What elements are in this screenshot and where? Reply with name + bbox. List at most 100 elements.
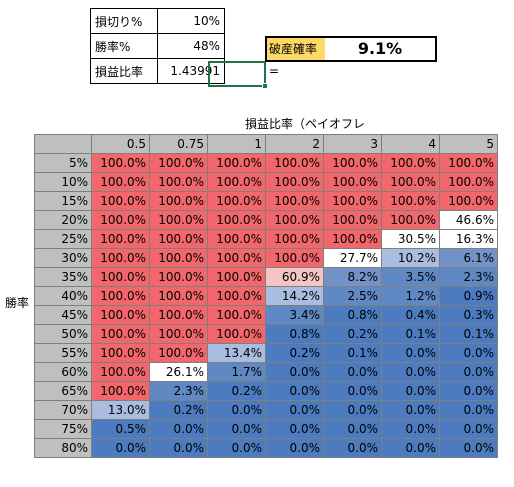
matrix-cell[interactable]: 0.0% [381, 381, 440, 401]
matrix-cell[interactable]: 100.0% [207, 248, 266, 268]
row-header[interactable]: 20% [34, 210, 92, 230]
matrix-cell[interactable]: 100.0% [265, 210, 324, 230]
column-header[interactable]: 3 [323, 134, 382, 154]
matrix-cell[interactable]: 0.1% [439, 324, 498, 344]
matrix-cell[interactable]: 100.0% [439, 153, 498, 173]
column-header[interactable]: 4 [381, 134, 440, 154]
row-header[interactable]: 55% [34, 343, 92, 363]
matrix-cell[interactable]: 2.3% [439, 267, 498, 287]
win-rate-label[interactable]: 勝率% [90, 33, 158, 59]
matrix-cell[interactable]: 100.0% [91, 305, 150, 325]
matrix-cell[interactable]: 0.0% [381, 438, 440, 458]
matrix-cell[interactable]: 60.9% [265, 267, 324, 287]
matrix-corner-cell[interactable] [34, 134, 92, 154]
row-header[interactable]: 70% [34, 400, 92, 420]
matrix-cell[interactable]: 30.5% [381, 229, 440, 249]
matrix-cell[interactable]: 100.0% [149, 153, 208, 173]
column-header[interactable]: 1 [207, 134, 266, 154]
row-header[interactable]: 50% [34, 324, 92, 344]
matrix-cell[interactable]: 100.0% [207, 286, 266, 306]
matrix-cell[interactable]: 0.0% [265, 362, 324, 382]
matrix-cell[interactable]: 100.0% [91, 362, 150, 382]
matrix-cell[interactable]: 13.4% [207, 343, 266, 363]
matrix-cell[interactable]: 100.0% [91, 381, 150, 401]
matrix-cell[interactable]: 100.0% [149, 324, 208, 344]
matrix-cell[interactable]: 0.0% [381, 419, 440, 439]
matrix-cell[interactable]: 100.0% [439, 191, 498, 211]
matrix-cell[interactable]: 0.1% [381, 324, 440, 344]
matrix-cell[interactable]: 46.6% [439, 210, 498, 230]
matrix-cell[interactable]: 100.0% [323, 191, 382, 211]
matrix-cell[interactable]: 100.0% [149, 248, 208, 268]
matrix-cell[interactable]: 13.0% [91, 400, 150, 420]
matrix-cell[interactable]: 0.0% [439, 343, 498, 363]
matrix-cell[interactable]: 0.9% [439, 286, 498, 306]
matrix-cell[interactable]: 8.2% [323, 267, 382, 287]
matrix-cell[interactable]: 100.0% [207, 229, 266, 249]
matrix-cell[interactable]: 6.1% [439, 248, 498, 268]
matrix-cell[interactable]: 0.0% [439, 381, 498, 401]
matrix-cell[interactable]: 0.8% [323, 305, 382, 325]
matrix-cell[interactable]: 100.0% [149, 343, 208, 363]
matrix-cell[interactable]: 0.0% [91, 438, 150, 458]
matrix-cell[interactable]: 27.7% [323, 248, 382, 268]
matrix-cell[interactable]: 1.7% [207, 362, 266, 382]
column-header[interactable]: 0.75 [149, 134, 208, 154]
matrix-cell[interactable]: 0.2% [149, 400, 208, 420]
matrix-cell[interactable]: 100.0% [381, 172, 440, 192]
column-header[interactable]: 2 [265, 134, 324, 154]
column-header[interactable]: 5 [439, 134, 498, 154]
row-header[interactable]: 30% [34, 248, 92, 268]
matrix-cell[interactable]: 26.1% [149, 362, 208, 382]
matrix-cell[interactable]: 100.0% [265, 172, 324, 192]
row-header[interactable]: 65% [34, 381, 92, 401]
column-header[interactable]: 0.5 [91, 134, 150, 154]
matrix-cell[interactable]: 0.0% [381, 343, 440, 363]
matrix-cell[interactable]: 100.0% [207, 324, 266, 344]
stop-loss-label[interactable]: 損切り% [90, 8, 158, 34]
matrix-cell[interactable]: 16.3% [439, 229, 498, 249]
matrix-cell[interactable]: 100.0% [323, 153, 382, 173]
matrix-cell[interactable]: 0.0% [323, 400, 382, 420]
matrix-cell[interactable]: 0.0% [149, 438, 208, 458]
row-header[interactable]: 75% [34, 419, 92, 439]
matrix-cell[interactable]: 0.0% [381, 400, 440, 420]
matrix-cell[interactable]: 100.0% [207, 267, 266, 287]
row-header[interactable]: 45% [34, 305, 92, 325]
matrix-cell[interactable]: 0.0% [265, 438, 324, 458]
matrix-cell[interactable]: 100.0% [323, 172, 382, 192]
ruin-probability-value[interactable]: 9.1% [357, 39, 403, 58]
matrix-cell[interactable]: 0.0% [265, 400, 324, 420]
ruin-probability-label[interactable]: 破産確率= [267, 38, 325, 78]
matrix-cell[interactable]: 100.0% [91, 153, 150, 173]
matrix-cell[interactable]: 100.0% [91, 324, 150, 344]
matrix-cell[interactable]: 100.0% [207, 210, 266, 230]
matrix-cell[interactable]: 2.3% [149, 381, 208, 401]
matrix-cell[interactable]: 0.2% [207, 381, 266, 401]
matrix-cell[interactable]: 3.4% [265, 305, 324, 325]
row-header[interactable]: 35% [34, 267, 92, 287]
matrix-cell[interactable]: 2.5% [323, 286, 382, 306]
matrix-cell[interactable]: 100.0% [439, 172, 498, 192]
matrix-cell[interactable]: 14.2% [265, 286, 324, 306]
matrix-cell[interactable]: 0.0% [149, 419, 208, 439]
row-header[interactable]: 80% [34, 438, 92, 458]
matrix-cell[interactable]: 100.0% [207, 153, 266, 173]
payoff-ratio-label[interactable]: 損益比率 [90, 58, 158, 84]
fill-handle[interactable] [262, 83, 268, 89]
matrix-cell[interactable]: 100.0% [323, 210, 382, 230]
matrix-cell[interactable]: 0.4% [381, 305, 440, 325]
matrix-cell[interactable]: 0.0% [323, 438, 382, 458]
row-header[interactable]: 40% [34, 286, 92, 306]
matrix-cell[interactable]: 100.0% [91, 191, 150, 211]
matrix-cell[interactable]: 100.0% [381, 210, 440, 230]
matrix-cell[interactable]: 1.2% [381, 286, 440, 306]
matrix-cell[interactable]: 0.2% [323, 324, 382, 344]
matrix-cell[interactable]: 0.8% [265, 324, 324, 344]
matrix-cell[interactable]: 100.0% [149, 191, 208, 211]
matrix-cell[interactable]: 0.0% [381, 362, 440, 382]
matrix-cell[interactable]: 0.0% [207, 438, 266, 458]
matrix-cell[interactable]: 0.0% [207, 419, 266, 439]
matrix-cell[interactable]: 100.0% [323, 229, 382, 249]
matrix-cell[interactable]: 100.0% [149, 267, 208, 287]
